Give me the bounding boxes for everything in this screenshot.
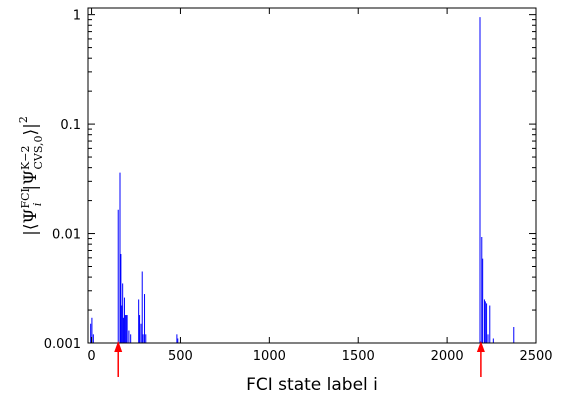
y-title-mid: |Ψ [21, 170, 41, 191]
x-tick-label: 1500 [342, 349, 375, 364]
arrows-group [114, 341, 485, 377]
y-tick-label: 1 [73, 9, 81, 24]
x-tick-label: 500 [168, 349, 193, 364]
x-tick-label: 1000 [253, 349, 286, 364]
x-tick-label: 0 [87, 349, 95, 364]
x-tick-label: 2500 [519, 349, 552, 364]
y-title-power: 2 [17, 116, 30, 123]
red-arrow-head [476, 341, 485, 352]
y-title-sup-fci: FCI [19, 188, 32, 208]
y-tick-label: 0.1 [60, 118, 81, 133]
bars-group [90, 17, 515, 343]
plot-frame [87, 7, 537, 344]
y-title-sup-k2: K−2 [19, 146, 32, 170]
y-title-bracket-right: ⟩| [21, 123, 41, 135]
y-axis-title: |⟨ΨFCIi |ΨK−2CVS,0⟩|2 [17, 116, 45, 236]
x-axis-title: FCI state label i [246, 375, 378, 395]
y-tick-label: 0.01 [52, 228, 81, 243]
y-title-sub-i: i [31, 203, 44, 207]
y-title-bracket-left: |⟨Ψ [21, 208, 41, 235]
red-arrow-head [114, 341, 123, 352]
x-tick-label: 2000 [431, 349, 464, 364]
y-tick-label: 0.001 [44, 337, 81, 352]
y-title-sub-cvs: CVS,0 [32, 136, 45, 170]
ticks-group: 0 500 1000 1500 2000 2500 0.001 0.01 0.1 1 [44, 8, 553, 364]
plot-area [88, 8, 536, 343]
svg-text:|⟨ΨFCIi|ΨK−2CVS,0⟩|2: |⟨ΨFCIi |ΨK−2CVS,0⟩|2 [17, 116, 45, 236]
